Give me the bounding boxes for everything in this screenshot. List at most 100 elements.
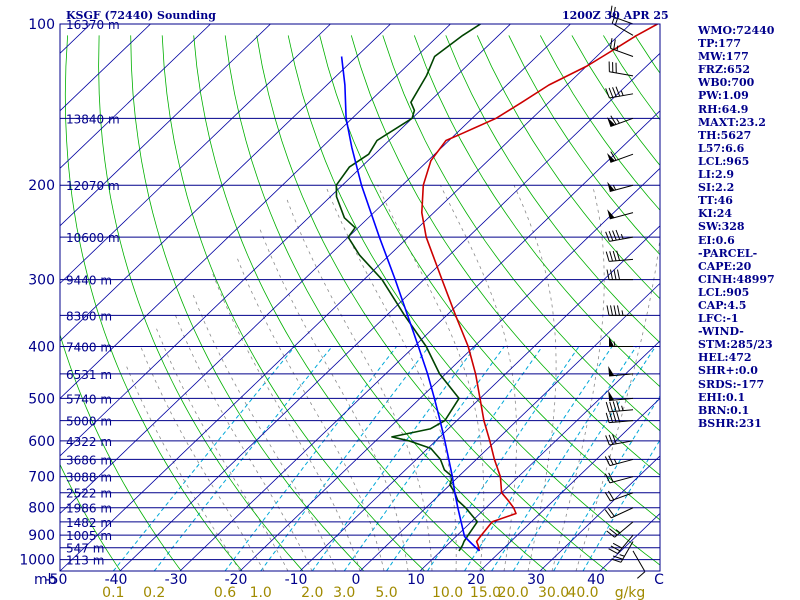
wind-barb-half-flag <box>619 554 625 557</box>
isotherm <box>60 24 511 457</box>
wind-barb-half-flag <box>615 529 621 534</box>
wind-barb <box>609 336 633 347</box>
pressure-label: 200 <box>28 178 55 194</box>
dewpoint-profile-line <box>335 24 481 552</box>
wind-barb-flag <box>612 412 617 423</box>
index-item: WMO:72440 <box>698 24 775 37</box>
wind-barb-pennant <box>607 153 616 163</box>
temperature-profile-line <box>420 24 658 552</box>
temperature-tick-label: 10 <box>407 572 425 588</box>
wind-barb-flag <box>606 530 615 538</box>
wind-barb-flag <box>607 507 615 517</box>
height-label: 5740 m <box>66 392 112 406</box>
mixing-ratio-tick-label: 10.0 <box>432 585 463 600</box>
wind-barb <box>608 366 634 377</box>
wind-barb <box>605 86 634 99</box>
index-item: LI:2.9 <box>698 168 735 182</box>
wind-barb-shaft <box>609 476 634 484</box>
isotherm <box>119 52 660 571</box>
index-item: -WIND- <box>698 325 744 339</box>
wind-barb-flag <box>609 401 614 412</box>
index-panel: WMO:72440 TP:177 MW:177 FRZ:652 WB0:700 PW:1.… <box>698 24 775 430</box>
index-item: CAP:4.5 <box>698 298 747 312</box>
wind-barb-flag <box>606 269 610 280</box>
wind-barb-flag <box>612 555 623 560</box>
height-label: 16370 m <box>66 18 120 32</box>
wind-barb-pennant <box>608 390 615 401</box>
moist-adiabat <box>325 185 457 571</box>
mixing-ratio-unit-label: g/kg <box>615 585 646 600</box>
wind-barb-flag <box>606 305 610 316</box>
wind-barb-flag <box>637 571 646 579</box>
isotherm <box>359 282 660 571</box>
dry-adiabat <box>60 333 182 571</box>
wind-barb-half-flag <box>621 310 624 316</box>
mixing-ratio-tick-label: 20.0 <box>498 585 529 600</box>
temperature-tick-label: 30 <box>527 572 545 588</box>
wind-barb-shaft <box>610 492 634 502</box>
mixing-ratio-tick-label: 1.0 <box>250 585 272 600</box>
height-label: 12070 m <box>66 179 120 193</box>
moist-adiabat <box>124 363 241 571</box>
dry-adiabat <box>413 35 660 388</box>
pressure-label: 800 <box>28 501 55 517</box>
wind-barb <box>604 472 634 484</box>
index-item: SRDS:-177 <box>698 377 765 391</box>
wind-barb <box>605 250 634 262</box>
parcel-profile-line <box>340 56 480 552</box>
dry-adiabat <box>64 35 243 571</box>
moist-adiabat <box>377 185 485 571</box>
index-item: LCL:905 <box>698 285 750 299</box>
index-item: SI:2.2 <box>698 181 735 195</box>
wind-barb <box>607 209 634 220</box>
height-label: 3088 m <box>66 471 112 485</box>
index-item: SHR+:0.0 <box>698 364 758 378</box>
wind-barb-pennant <box>609 336 614 347</box>
dry-adiabat <box>256 35 608 571</box>
wind-barb-flag <box>614 15 619 26</box>
moist-adiabat <box>211 271 361 571</box>
wind-barb-shaft <box>610 117 634 128</box>
index-item: EHI:0.1 <box>698 390 746 404</box>
dry-adiabat <box>382 35 660 432</box>
wind-barb-flag <box>608 548 618 554</box>
dry-adiabat <box>98 35 304 571</box>
wind-barb-flag <box>612 250 617 261</box>
isotherm <box>60 24 211 169</box>
wind-barb-shaft <box>609 458 634 467</box>
height-label: 5000 m <box>66 415 112 429</box>
wind-barb-flag <box>608 455 614 465</box>
wind-barb-flag <box>615 229 621 240</box>
wind-barb-half-flag <box>616 45 619 51</box>
wind-barb-flag <box>617 305 620 316</box>
wind-barb-pennant <box>607 181 615 192</box>
wind-barb-flag <box>609 412 614 423</box>
wind-barb <box>607 181 634 192</box>
wind-barb <box>605 434 634 446</box>
temperature-tick-label: -10 <box>285 572 308 588</box>
temperature-tick-label: -20 <box>225 572 248 588</box>
wind-barb-flag <box>617 269 620 280</box>
wind-barb-flag <box>605 435 610 446</box>
wind-barb <box>604 507 634 519</box>
wind-barb-flag <box>612 230 617 241</box>
dry-adiabat <box>350 35 660 476</box>
wind-barb-half-flag <box>620 233 624 240</box>
isotherm <box>539 455 660 571</box>
wind-barb-flag <box>608 490 615 500</box>
wind-barb-flag <box>610 305 613 316</box>
wind-barb-flag <box>608 87 614 98</box>
dry-adiabat <box>445 35 660 344</box>
moist-adiabat <box>140 346 265 571</box>
wind-barb-shaft <box>611 507 634 519</box>
mixing-ratio-line <box>343 346 505 571</box>
temperature-tick-label: 20 <box>467 572 485 588</box>
wind-barb-pennant <box>607 209 615 219</box>
height-label: 3686 m <box>66 453 112 467</box>
wind-barb-flag <box>616 411 621 422</box>
wind-barb <box>609 5 634 25</box>
wind-barb-half-flag <box>620 90 624 96</box>
mixing-ratio-line <box>224 346 397 571</box>
height-label: 113 m <box>66 554 104 568</box>
